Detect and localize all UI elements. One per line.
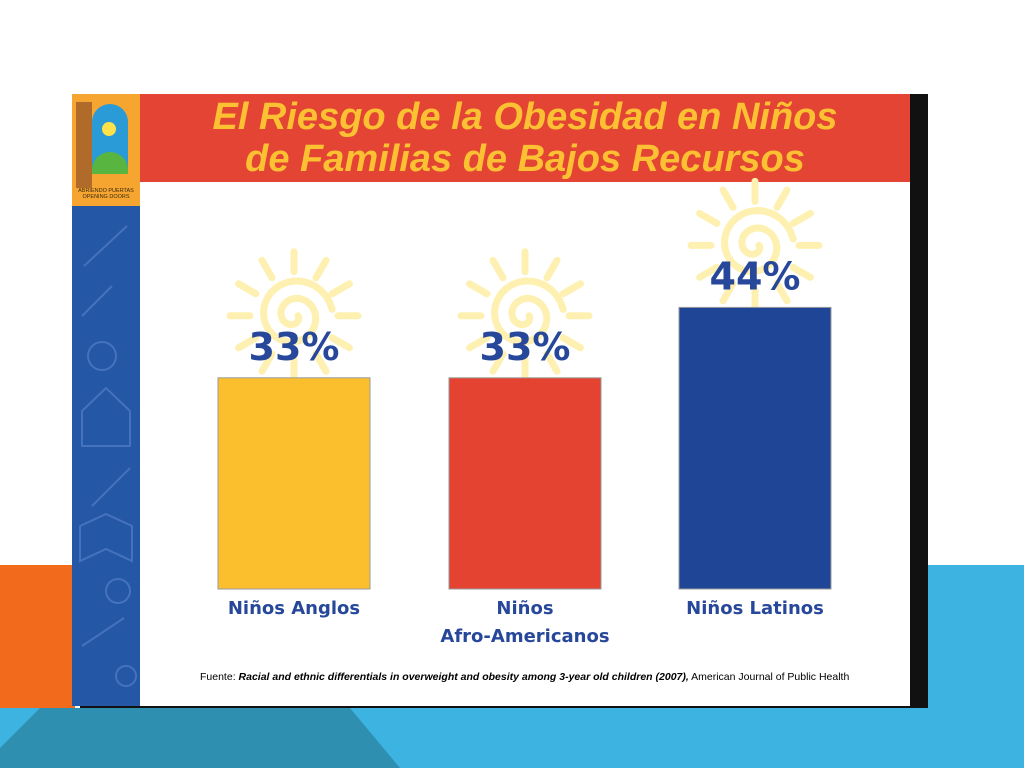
- slide-title-line2: de Familias de Bajos Recursos: [245, 138, 805, 180]
- value-label-1: 33%: [249, 325, 340, 369]
- category-label-2: Niños: [496, 598, 553, 619]
- category-label-1: Niños Anglos: [228, 598, 360, 619]
- slide-title-line1: El Riesgo de la Obesidad en Niños: [212, 96, 838, 138]
- hill-icon: [92, 152, 128, 174]
- slide: ABRIENDO PUERTAS OPENING DOORS El Riesgo…: [72, 94, 910, 706]
- bar-1: [217, 377, 371, 590]
- logo-text: ABRIENDO PUERTAS OPENING DOORS: [72, 188, 140, 200]
- bar-2: [448, 377, 602, 590]
- sidebar-decoration: [72, 206, 140, 706]
- category-label-2: Afro-Americanos: [440, 626, 609, 647]
- value-label-3: 44%: [710, 254, 801, 298]
- sun-decoration-icon: [687, 177, 823, 313]
- category-label-3: Niños Latinos: [686, 598, 824, 619]
- slide-title: El Riesgo de la Obesidad en Niños de Fam…: [140, 94, 910, 182]
- source-citation: Fuente: Racial and ethnic differentials …: [200, 671, 900, 683]
- sun-icon: [102, 122, 116, 136]
- sun-decoration-icon: [457, 248, 593, 384]
- sun-decoration-icon: [226, 248, 362, 384]
- background-blue-block: [928, 565, 1024, 768]
- logo-text-line2: OPENING DOORS: [82, 194, 130, 200]
- logo: ABRIENDO PUERTAS OPENING DOORS: [72, 94, 140, 206]
- source-title: Racial and ethnic differentials in overw…: [238, 671, 689, 683]
- bar-3: [678, 306, 832, 590]
- bar-chart: 33% Niños Anglos 33% Niños Afro-Americanos 44…: [217, 177, 832, 647]
- source-suffix: American Journal of Public Health: [688, 671, 850, 683]
- school-doodles-icon: [79, 225, 137, 687]
- source-prefix: Fuente:: [200, 671, 239, 683]
- door-icon: [76, 102, 92, 188]
- logo-text-line1: ABRIENDO PUERTAS: [78, 188, 134, 194]
- title-bar: El Riesgo de la Obesidad en Niños de Fam…: [140, 94, 910, 182]
- background-dark-teal-shape: [0, 708, 400, 768]
- value-label-2: 33%: [480, 325, 571, 369]
